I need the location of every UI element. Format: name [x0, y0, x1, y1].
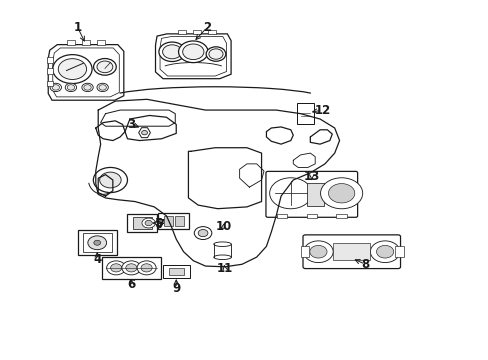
- Bar: [158, 213, 189, 229]
- Circle shape: [122, 261, 141, 275]
- Circle shape: [58, 59, 86, 80]
- Text: 1: 1: [74, 21, 81, 34]
- Text: 9: 9: [172, 282, 180, 295]
- Bar: [127, 214, 157, 232]
- Bar: [67, 40, 75, 45]
- Bar: [178, 30, 185, 34]
- Circle shape: [183, 44, 203, 60]
- Circle shape: [309, 246, 326, 258]
- Ellipse shape: [213, 242, 231, 247]
- Circle shape: [163, 45, 181, 59]
- Circle shape: [178, 41, 207, 63]
- Bar: [394, 247, 403, 257]
- Ellipse shape: [213, 255, 231, 260]
- Circle shape: [328, 184, 354, 203]
- Circle shape: [320, 178, 362, 209]
- Circle shape: [53, 55, 92, 84]
- Text: 11: 11: [216, 262, 233, 275]
- Bar: [163, 216, 172, 226]
- Bar: [47, 81, 53, 86]
- Circle shape: [208, 49, 223, 59]
- Bar: [332, 243, 369, 260]
- Circle shape: [269, 178, 311, 209]
- Circle shape: [99, 85, 106, 90]
- Circle shape: [88, 236, 106, 250]
- Circle shape: [142, 131, 147, 135]
- Bar: [208, 30, 216, 34]
- Bar: [306, 214, 316, 217]
- Circle shape: [110, 264, 122, 272]
- Bar: [47, 57, 53, 63]
- Circle shape: [194, 226, 211, 239]
- Text: 2: 2: [203, 21, 211, 34]
- Circle shape: [159, 42, 185, 62]
- Bar: [102, 257, 160, 279]
- Circle shape: [65, 83, 77, 91]
- Circle shape: [106, 261, 125, 275]
- Circle shape: [83, 85, 91, 90]
- Circle shape: [145, 220, 152, 226]
- Circle shape: [93, 167, 127, 193]
- Circle shape: [141, 264, 152, 272]
- Bar: [296, 103, 314, 125]
- Text: 7: 7: [156, 218, 164, 231]
- Text: 4: 4: [93, 253, 101, 266]
- Bar: [82, 40, 90, 45]
- FancyBboxPatch shape: [303, 235, 400, 269]
- Circle shape: [303, 241, 332, 262]
- Text: 6: 6: [127, 278, 135, 291]
- Circle shape: [100, 172, 121, 188]
- Circle shape: [369, 241, 399, 262]
- Circle shape: [198, 229, 207, 237]
- Circle shape: [206, 47, 225, 61]
- Text: 12: 12: [314, 104, 330, 117]
- Circle shape: [94, 240, 101, 245]
- Circle shape: [142, 218, 155, 228]
- Circle shape: [97, 83, 108, 91]
- Bar: [47, 68, 53, 74]
- Circle shape: [125, 264, 137, 272]
- Circle shape: [67, 85, 75, 90]
- Bar: [78, 230, 117, 255]
- Text: 10: 10: [216, 220, 232, 233]
- Bar: [336, 214, 346, 217]
- Bar: [306, 183, 324, 206]
- Bar: [97, 40, 105, 45]
- Bar: [276, 214, 286, 217]
- Bar: [162, 265, 189, 278]
- Text: 3: 3: [127, 118, 135, 131]
- Text: 8: 8: [361, 258, 369, 271]
- Bar: [193, 30, 201, 34]
- Circle shape: [137, 261, 156, 275]
- Polygon shape: [139, 128, 150, 138]
- Circle shape: [52, 85, 60, 90]
- Bar: [168, 267, 183, 275]
- Bar: [132, 217, 151, 229]
- Circle shape: [81, 83, 93, 91]
- Text: 13: 13: [303, 170, 319, 183]
- Bar: [82, 233, 112, 252]
- Bar: [300, 247, 309, 257]
- Text: 5: 5: [153, 216, 162, 230]
- Circle shape: [50, 83, 61, 91]
- Circle shape: [97, 61, 113, 73]
- Bar: [175, 216, 183, 226]
- Circle shape: [376, 246, 393, 258]
- Circle shape: [93, 59, 116, 75]
- FancyBboxPatch shape: [265, 171, 357, 217]
